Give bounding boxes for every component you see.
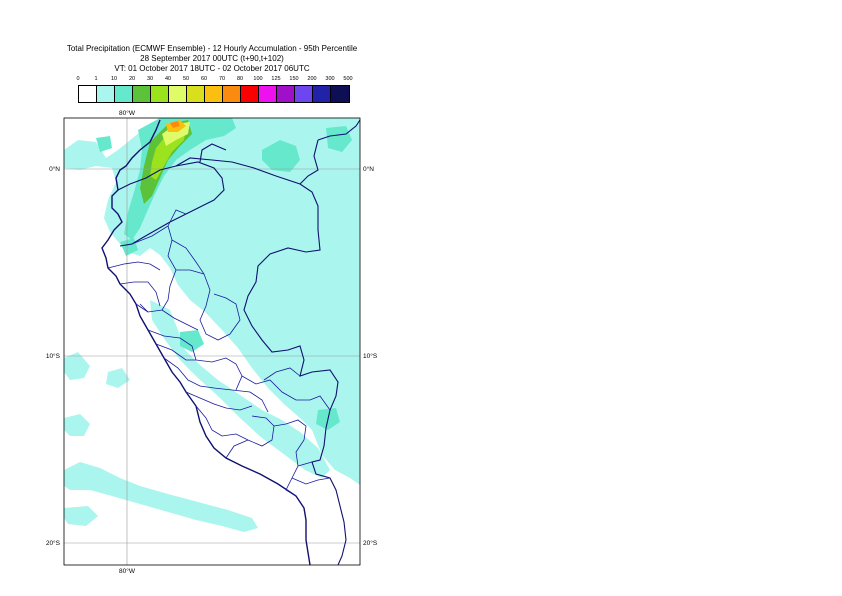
lat-label-left-0: 0°N [49,165,60,173]
legend-label: 100 [253,76,263,82]
legend-label: 50 [182,76,190,82]
legend-label: 80 [236,76,244,82]
lat-label-left-20s: 20°S [46,539,61,547]
legend-label: 150 [289,76,299,82]
legend-label: 20 [128,76,136,82]
map-frame [63,117,361,566]
legend-color-box [79,86,97,102]
lon-label-top: 80°W [119,109,136,117]
legend-color-box [205,86,223,102]
legend-color-box [223,86,241,102]
lat-label-right-20s: 20°S [363,539,378,547]
legend-color-box [313,86,331,102]
legend-label: 10 [110,76,118,82]
lat-label-right-0: 0°N [363,165,374,173]
legend-label: 0 [76,76,80,82]
map-content [64,118,360,565]
legend-color-box [169,86,187,102]
map-title: Total Precipitation (ECMWF Ensemble) - 1… [0,44,424,74]
legend-label: 40 [164,76,172,82]
gridlines [64,118,360,565]
title-line-1: Total Precipitation (ECMWF Ensemble) - 1… [66,44,358,53]
title-line-2: 28 September 2017 00UTC (t+90,t+102) [140,54,284,63]
legend-color-box [151,86,169,102]
legend-label: 200 [307,76,317,82]
legend-color-box [331,86,349,102]
legend-color-box [133,86,151,102]
international-borders [117,119,360,565]
legend-label: 125 [271,76,281,82]
color-legend: 0 1 10 20 30 40 50 60 70 80 100 125 150 200 300 500 [75,76,353,103]
administrative-borders [107,209,331,497]
legend-color-box [97,86,115,102]
legend-label: 30 [146,76,154,82]
precip-light [64,118,360,532]
legend-color-box [295,86,313,102]
legend-label: 1 [94,76,98,82]
legend-color-boxes [78,85,350,103]
legend-label: 300 [325,76,335,82]
legend-color-box [115,86,133,102]
legend-label: 60 [200,76,208,82]
lat-label-right-10s: 10°S [363,352,378,360]
title-line-3: VT: 01 October 2017 18UTC - 02 October 2… [114,64,310,73]
legend-color-box [259,86,277,102]
legend-labels: 0 1 10 20 30 40 50 60 70 80 100 125 150 200 300 500 [75,76,352,85]
legend-label: 70 [218,76,226,82]
legend-color-box [187,86,205,102]
coastline [101,119,311,565]
precip-dark-orange [170,121,180,128]
legend-label: 500 [343,76,353,82]
lat-label-left-10s: 10°S [46,352,61,360]
lon-label-bottom: 80°W [119,567,136,575]
legend-color-box [277,86,295,102]
legend-color-box [241,86,259,102]
